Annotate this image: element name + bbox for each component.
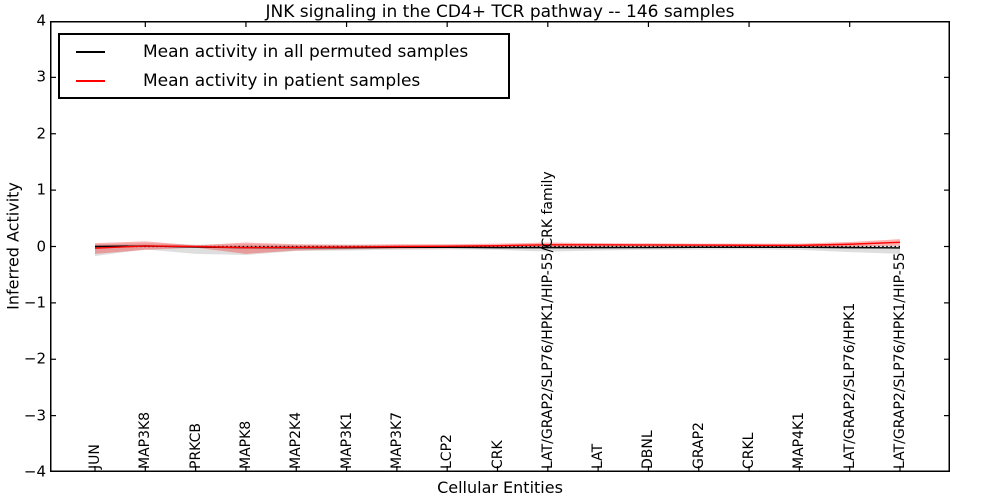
x-tick-label: LAT/GRAP2/SLP76/HPK1 <box>841 302 858 469</box>
y-tick-label: −4 <box>23 462 46 481</box>
legend-entry-patient: Mean activity in patient samples <box>76 70 508 92</box>
y-tick-label: −2 <box>23 349 46 368</box>
plot-canvas <box>50 21 950 472</box>
x-tick-label: DBNL <box>640 430 657 469</box>
x-tick-label: CRK <box>489 440 506 469</box>
x-tick-label: JUN <box>87 444 103 469</box>
x-tick-label: LAT/GRAP2/SLP76/HPK1/HIP-55 <box>892 252 908 469</box>
legend-entry-permuted: Mean activity in all permuted samples <box>76 41 508 63</box>
y-tick-label: 3 <box>36 68 46 87</box>
x-tick-label: GRAP2 <box>690 422 707 469</box>
plot-area <box>50 21 950 472</box>
chart-title: JNK signaling in the CD4+ TCR pathway --… <box>265 2 735 22</box>
x-tick-label: LAT <box>590 443 607 469</box>
legend-label-patient: Mean activity in patient samples <box>143 70 421 91</box>
x-tick-label: LAT/GRAP2/SLP76/HPK1/HIP-55/CRK family <box>539 171 556 469</box>
y-tick-label: −1 <box>23 293 46 312</box>
y-tick-label: 2 <box>36 124 46 143</box>
y-axis-label: Inferred Activity <box>3 182 23 310</box>
x-tick-label: MAP2K4 <box>288 411 305 469</box>
x-tick-label: MAP4K1 <box>791 411 808 469</box>
x-tick-label: MAP3K8 <box>137 411 154 469</box>
y-tick-label: −3 <box>23 406 46 425</box>
x-tick-label: LCP2 <box>439 434 456 469</box>
x-tick-label: MAP3K7 <box>388 411 405 469</box>
y-tick-label: 0 <box>36 237 46 256</box>
legend: Mean activity in all permuted samples Me… <box>58 33 510 99</box>
x-tick-label: PRKCB <box>187 423 204 469</box>
mean-line <box>94 241 901 249</box>
x-axis-label: Cellular Entities <box>437 478 563 497</box>
y-tick-label: 4 <box>36 11 46 30</box>
x-tick-label: CRKL <box>741 432 758 469</box>
legend-label-permuted: Mean activity in all permuted samples <box>143 41 469 62</box>
permuted-line-swatch <box>76 50 105 53</box>
x-tick-label: MAPK8 <box>237 420 254 469</box>
axes-frame <box>50 21 950 472</box>
x-tick-label: MAP3K1 <box>338 411 355 469</box>
patient-line-swatch <box>76 79 105 82</box>
y-tick-label: 1 <box>36 180 46 199</box>
